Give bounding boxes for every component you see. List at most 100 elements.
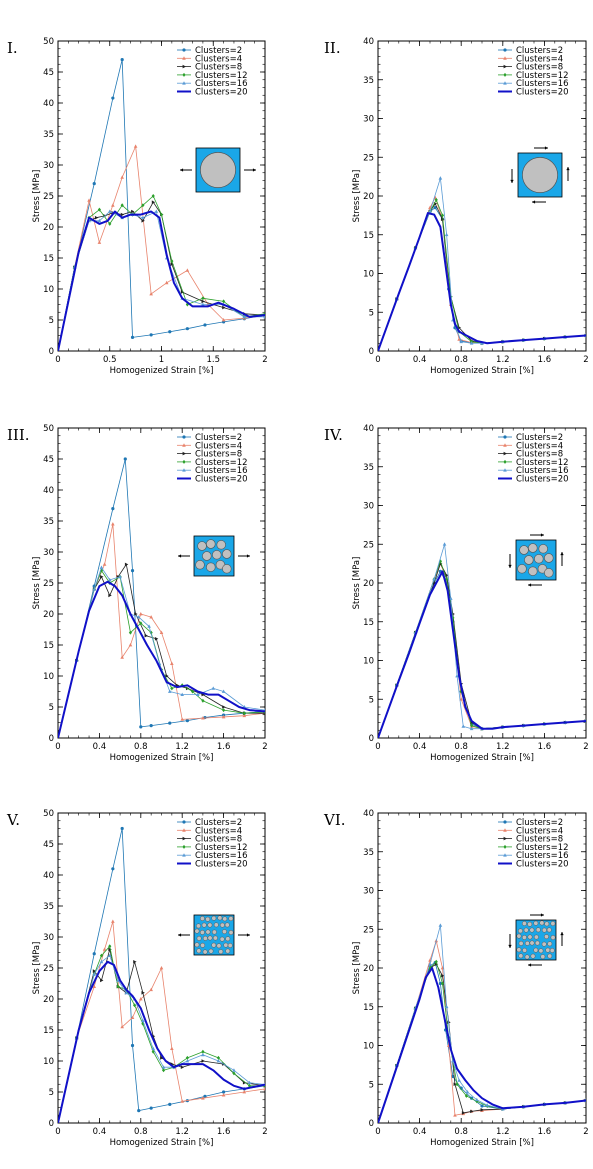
data-point [149, 724, 153, 728]
legend-entry: Clusters=12 [516, 71, 569, 81]
x-axis-label: Homogenized Strain [%] [110, 753, 214, 763]
y-tick-label: 20 [43, 610, 54, 620]
inset-inclusion [516, 933, 522, 939]
y-tick-label: 0 [369, 1119, 374, 1129]
data-point [455, 674, 459, 678]
legend: Clusters=2Clusters=4Clusters=8Clusters=1… [498, 46, 569, 98]
y-tick-label: 10 [363, 1042, 374, 1052]
legend-entry: Clusters=16 [516, 466, 569, 476]
data-point [97, 240, 102, 244]
inset-schematic [180, 147, 256, 193]
data-point [168, 721, 172, 725]
legend-entry: Clusters=16 [195, 79, 248, 89]
data-point [216, 1055, 221, 1060]
inset-inclusion [550, 935, 556, 940]
data-point [201, 698, 205, 703]
data-point [503, 64, 507, 69]
legend-entry: Clusters=16 [195, 466, 248, 476]
data-point [182, 451, 186, 456]
data-point [445, 577, 449, 582]
data-point [124, 562, 129, 567]
data-point [464, 1093, 468, 1098]
data-point [469, 341, 474, 345]
series-markers-4 [75, 568, 265, 716]
legend: Clusters=2Clusters=4Clusters=8Clusters=1… [498, 433, 569, 485]
data-point [201, 299, 205, 304]
y-axis-label: Stress [MPa] [32, 557, 42, 610]
data-point [242, 713, 247, 718]
inset-inclusion [533, 947, 539, 953]
data-point [503, 459, 507, 464]
data-point [151, 194, 155, 198]
data-point [503, 48, 507, 52]
inset-inclusion [227, 943, 233, 948]
y-axis-label: Stress [MPa] [32, 942, 42, 995]
series-markers-4 [395, 559, 586, 731]
inset-inclusion [540, 954, 546, 960]
data-point [432, 577, 436, 581]
data-point [247, 1080, 252, 1085]
inset-inclusion [533, 934, 539, 940]
y-axis-label: Stress [MPa] [32, 170, 42, 223]
data-point [242, 314, 247, 319]
y-tick-label: 10 [363, 270, 374, 280]
data-point [182, 836, 186, 841]
load-arrowhead [246, 554, 250, 558]
series-line-6 [58, 960, 265, 1123]
data-point [216, 1059, 221, 1063]
inset-inclusion [533, 920, 539, 926]
series-line-4 [58, 570, 265, 738]
data-point [503, 451, 507, 456]
inset-inclusion [197, 541, 207, 551]
y-tick-label: 15 [363, 231, 374, 241]
series-line-4 [378, 199, 586, 351]
y-tick-label: 35 [363, 463, 374, 473]
inset-inclusion [546, 927, 552, 933]
legend-entry: Clusters=8 [195, 450, 242, 460]
data-point [201, 716, 205, 720]
data-point [222, 299, 226, 304]
load-arrowhead [540, 913, 544, 917]
x-tick-label: 0 [375, 742, 380, 752]
data-point [451, 1074, 455, 1079]
inset-inclusion [528, 566, 538, 576]
inset-inclusion [195, 560, 205, 570]
inset-inclusion [212, 935, 218, 941]
inset-inclusion [228, 916, 234, 922]
data-point [170, 259, 174, 264]
data-point [116, 984, 120, 989]
series-line-3 [58, 949, 265, 1123]
legend-entry: Clusters=8 [195, 63, 242, 73]
x-tick-label: 0 [55, 742, 60, 752]
inset-inclusion [219, 936, 225, 942]
x-tick-label: 1.2 [175, 1127, 189, 1137]
x-axis-label: Homogenized Strain [%] [430, 753, 534, 763]
inset-inclusion [535, 927, 541, 933]
inset-schematic [178, 535, 250, 577]
legend-entry: Clusters=2 [195, 433, 242, 443]
data-point [503, 435, 507, 439]
chart-panel-5: V.0 0.4 0.8 1.2 1.6 205101520253035404550Homo… [6, 809, 268, 1148]
y-tick-label: 20 [363, 964, 374, 974]
data-point [130, 1015, 135, 1019]
y-tick-label: 25 [363, 540, 374, 550]
x-tick-label: 0.4 [413, 355, 427, 365]
inset-inclusion [547, 953, 553, 959]
data-point [221, 714, 226, 719]
inset-inclusion [200, 942, 206, 948]
data-point [201, 302, 205, 306]
x-tick-label: 0.4 [413, 742, 427, 752]
data-point [149, 615, 153, 619]
y-tick-label: 40 [363, 37, 374, 47]
x-tick-label: 0 [375, 355, 380, 365]
data-point [170, 1046, 174, 1050]
data-point [139, 621, 143, 626]
data-point [232, 1068, 236, 1072]
y-tick-label: 25 [363, 153, 374, 163]
series-markers-2 [74, 919, 265, 1103]
x-tick-label: 1.6 [538, 742, 552, 752]
x-tick-label: 2 [583, 355, 588, 365]
panel-label: VI. [323, 811, 346, 829]
data-point [149, 987, 153, 992]
series-line-4 [58, 195, 265, 351]
